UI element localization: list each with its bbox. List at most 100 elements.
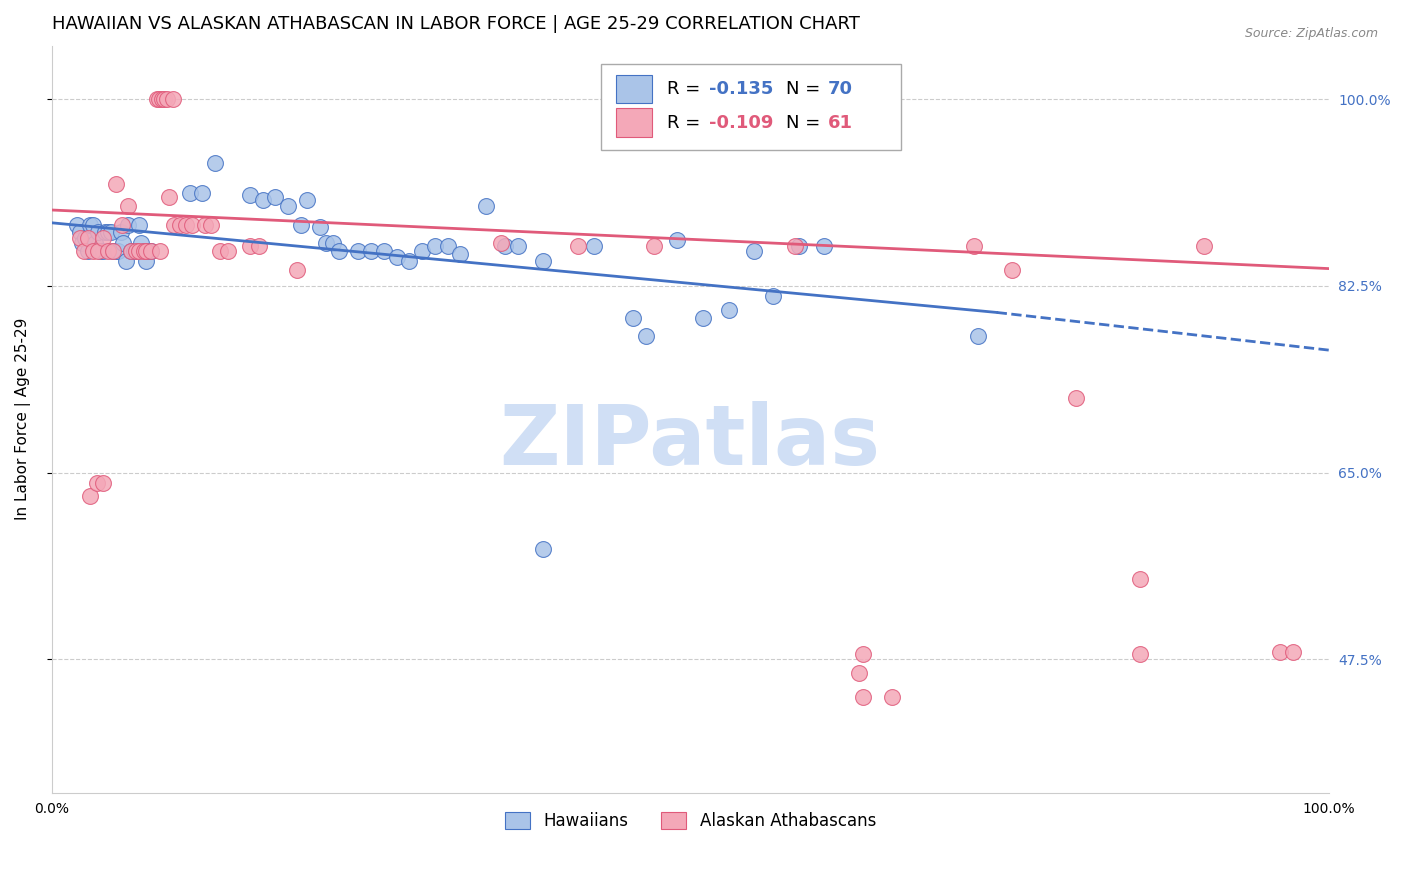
Point <box>963 239 986 253</box>
Point <box>97 244 120 258</box>
Point <box>82 244 104 258</box>
Point <box>129 236 152 251</box>
Point <box>494 239 516 253</box>
Point <box>115 254 138 268</box>
FancyBboxPatch shape <box>616 75 652 103</box>
Point <box>531 542 554 557</box>
Point <box>309 220 332 235</box>
Point <box>132 244 155 258</box>
Point <box>112 236 135 251</box>
Point <box>125 244 148 258</box>
Point <box>531 254 554 268</box>
Point <box>634 329 657 343</box>
Point <box>643 239 665 253</box>
Point <box>69 231 91 245</box>
Point <box>69 226 91 240</box>
Point <box>181 218 204 232</box>
Point <box>295 194 318 208</box>
Point <box>117 199 139 213</box>
Point <box>191 186 214 200</box>
Point <box>128 244 150 258</box>
Point <box>1192 239 1215 253</box>
Point <box>135 244 157 258</box>
Point <box>449 246 471 260</box>
Point <box>91 231 114 245</box>
Point <box>423 239 446 253</box>
Point <box>290 218 312 232</box>
Point <box>157 190 180 204</box>
Text: ZIPatlas: ZIPatlas <box>499 401 880 482</box>
Point <box>239 239 262 253</box>
Point <box>132 244 155 258</box>
Point <box>149 244 172 258</box>
Point <box>328 244 350 258</box>
Point <box>97 226 120 240</box>
Point <box>89 244 111 258</box>
Point <box>436 239 458 253</box>
Point <box>91 476 114 491</box>
Point <box>880 690 903 704</box>
Point <box>385 250 408 264</box>
Point <box>87 244 110 258</box>
Point <box>1268 645 1291 659</box>
Point <box>82 218 104 232</box>
Text: N =: N = <box>786 113 825 132</box>
Text: R =: R = <box>668 80 706 98</box>
Point <box>107 244 129 258</box>
Point <box>79 489 101 503</box>
Point <box>692 310 714 325</box>
Point <box>156 92 179 106</box>
Point <box>848 666 870 681</box>
Text: Source: ZipAtlas.com: Source: ZipAtlas.com <box>1244 27 1378 40</box>
Point <box>247 239 270 253</box>
Point <box>94 226 117 240</box>
Legend: Hawaiians, Alaskan Athabascans: Hawaiians, Alaskan Athabascans <box>498 805 883 837</box>
Point <box>1282 645 1305 659</box>
Point <box>104 244 127 258</box>
Point <box>217 244 239 258</box>
Point <box>73 244 96 258</box>
Point <box>111 218 134 232</box>
Point <box>87 226 110 240</box>
Point <box>135 254 157 268</box>
Point <box>373 244 395 258</box>
Point <box>360 244 382 258</box>
Point <box>583 239 606 253</box>
Point <box>76 231 98 245</box>
Point <box>86 476 108 491</box>
FancyBboxPatch shape <box>600 64 901 150</box>
Point <box>117 218 139 232</box>
Point <box>122 244 145 258</box>
Point <box>162 92 184 106</box>
Point <box>285 262 308 277</box>
Point <box>101 244 124 258</box>
Point <box>101 244 124 258</box>
Point <box>150 92 173 106</box>
Point <box>73 231 96 245</box>
Point <box>76 244 98 258</box>
Point <box>66 218 89 232</box>
Point <box>966 329 988 343</box>
Point <box>252 194 274 208</box>
Point <box>120 244 142 258</box>
Point <box>84 236 107 251</box>
Point <box>315 236 337 251</box>
Point <box>787 239 810 253</box>
Text: 61: 61 <box>828 113 853 132</box>
Point <box>163 218 186 232</box>
Point <box>1064 391 1087 405</box>
Point <box>506 239 529 253</box>
Point <box>72 236 94 251</box>
Point <box>852 647 875 661</box>
Point <box>141 244 163 258</box>
Point <box>347 244 370 258</box>
Point <box>169 218 191 232</box>
Point <box>204 156 226 170</box>
Point <box>174 218 197 232</box>
Point <box>567 239 589 253</box>
Point <box>277 199 299 213</box>
Y-axis label: In Labor Force | Age 25-29: In Labor Force | Age 25-29 <box>15 318 31 520</box>
Point <box>153 92 176 106</box>
Point <box>128 218 150 232</box>
Point <box>145 92 167 106</box>
